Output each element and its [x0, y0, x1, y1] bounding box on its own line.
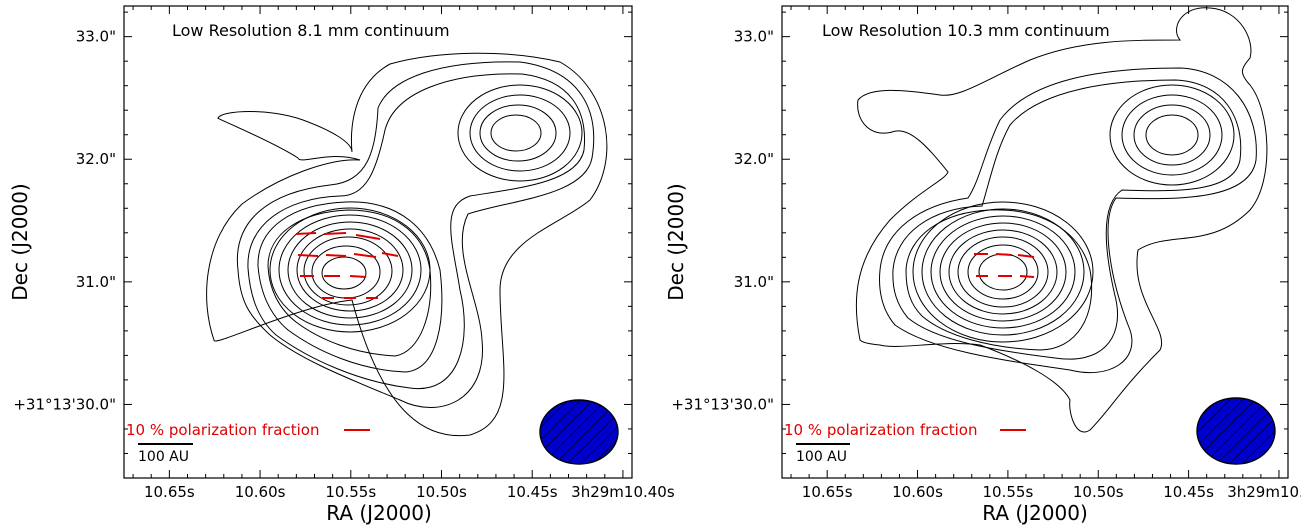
contour-level-4	[257, 201, 443, 373]
polarization-vectors	[974, 253, 1035, 278]
contour-level-6	[269, 207, 431, 333]
x-tick-label: 10.55s	[983, 483, 1034, 501]
polarization-vectors	[295, 232, 399, 299]
contour-level-11	[967, 244, 1039, 300]
panel-8mm: Low Resolution 8.1 mm continuum	[8, 5, 675, 525]
contour-set	[206, 52, 608, 437]
plot-frame	[781, 5, 1289, 479]
y-tick-label: 32.0"	[76, 150, 116, 168]
contour-set	[855, 7, 1268, 433]
contour-level-6	[921, 208, 1085, 336]
contour-secondary-2	[469, 94, 571, 172]
x-tick-label: 10.60s	[235, 483, 286, 501]
contour-secondary-3	[479, 104, 557, 162]
x-tick-labels: 10.65s 10.60s 10.55s 10.50s 10.45s 3h29m10.40…	[802, 483, 1301, 501]
tick-marks	[124, 6, 632, 478]
contour-level-4	[905, 209, 1093, 351]
x-tick-label: 10.45s	[507, 483, 558, 501]
y-tick-labels: 33.0" 32.0" 31.0" +31°13'30.0"	[671, 28, 774, 414]
scale-bar-label: 100 AU	[796, 449, 847, 465]
contour-level-9	[296, 228, 404, 312]
y-tick-label: 33.0"	[76, 28, 116, 46]
contour-secondary-3	[1133, 104, 1211, 166]
panel-title: Low Resolution 8.1 mm continuum	[172, 21, 450, 40]
contour-level-3	[247, 73, 586, 390]
plot-frame	[123, 5, 633, 479]
contour-level-5	[267, 209, 432, 357]
contour-level-10	[303, 236, 393, 306]
contour-level-1	[855, 7, 1268, 433]
contour-secondary-1	[457, 84, 583, 182]
scale-bar-label: 100 AU	[138, 449, 189, 465]
y-axis-label: Dec (J2000)	[8, 183, 32, 300]
x-tick-label: 10.50s	[416, 483, 467, 501]
contour-level-10	[957, 236, 1049, 308]
beam-ellipse	[1196, 397, 1276, 465]
y-tick-label: 31.0"	[734, 273, 774, 291]
contour-level-1	[206, 52, 608, 437]
y-tick-label: +31°13'30.0"	[13, 395, 116, 413]
contour-level-2	[236, 61, 595, 408]
panel-10mm: Low Resolution 10.3 mm continuum	[664, 5, 1301, 525]
y-tick-label: 31.0"	[76, 273, 116, 291]
polarization-note: 10 % polarization fraction	[126, 421, 319, 439]
contour-level-9	[948, 229, 1058, 315]
contour-secondary-4	[1145, 114, 1199, 156]
panel-title: Low Resolution 10.3 mm continuum	[822, 21, 1110, 40]
contour-secondary-2	[1121, 94, 1223, 176]
x-axis-label: RA (J2000)	[982, 501, 1088, 525]
y-tick-label: 32.0"	[734, 150, 774, 168]
contour-level-7	[278, 214, 422, 326]
contour-secondary-4	[490, 114, 542, 152]
contour-level-12	[321, 256, 367, 290]
contour-level-2	[879, 67, 1257, 374]
x-tick-label: 10.65s	[144, 483, 195, 501]
contour-level-3	[892, 79, 1242, 360]
x-tick-label: 10.50s	[1073, 483, 1124, 501]
x-tick-label: 10.65s	[802, 483, 853, 501]
y-tick-label: +31°13'30.0"	[671, 395, 774, 413]
contour-level-7	[930, 215, 1076, 329]
contour-level-5	[912, 201, 1094, 343]
tick-marks	[782, 6, 1288, 478]
y-tick-label: 33.0"	[734, 28, 774, 46]
contour-level-8	[287, 221, 413, 319]
y-axis-label: Dec (J2000)	[664, 183, 688, 300]
y-tick-labels: 33.0" 32.0" 31.0" +31°13'30.0"	[13, 28, 116, 414]
contour-level-12	[978, 253, 1028, 291]
x-tick-label: 10.55s	[325, 483, 376, 501]
contour-level-8	[939, 222, 1067, 322]
x-tick-label: 3h29m10.40s	[571, 483, 675, 501]
polarization-note: 10 % polarization fraction	[784, 421, 977, 439]
x-tick-labels: 10.65s 10.60s 10.55s 10.50s 10.45s 3h29m10.40…	[144, 483, 675, 501]
contour-secondary-1	[1109, 84, 1235, 186]
x-tick-label: 10.45s	[1163, 483, 1214, 501]
x-tick-label: 10.60s	[892, 483, 943, 501]
x-axis-label: RA (J2000)	[326, 501, 432, 525]
beam-ellipse	[539, 399, 619, 465]
x-tick-label: 3h29m10.40s	[1227, 483, 1301, 501]
